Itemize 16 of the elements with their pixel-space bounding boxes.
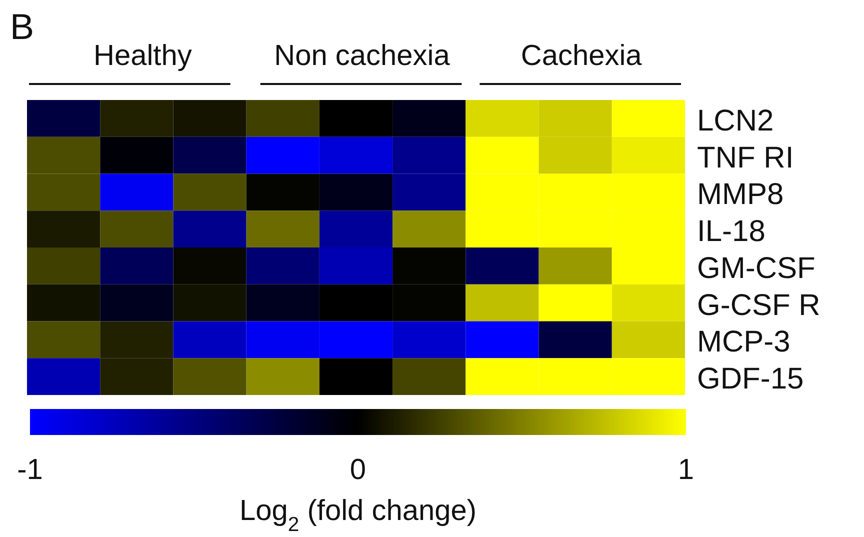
y-tick-label: G-CSF R (697, 288, 820, 322)
text: Cachexia (520, 40, 643, 72)
y-tick-label: MCP-3 (697, 325, 790, 358)
text: Non cachexia (274, 40, 451, 72)
color-bar-label: 1 (678, 454, 694, 486)
color-bar-label: -1 (17, 454, 43, 486)
y-tick-label: LCN2 (697, 104, 774, 137)
color-bar-label: 0 (350, 454, 366, 486)
y-tick-label: GM-CSF (697, 251, 816, 284)
y-tick-label: TNF RI (697, 140, 794, 174)
text: Healthy (94, 40, 192, 72)
y-tick-label: IL-18 (697, 214, 766, 248)
y-tick-label: GDF-15 (697, 362, 804, 396)
color-bar-title: Log$_{2}$ (fold change) (240, 495, 476, 536)
y-tick-label: MMP8 (697, 178, 784, 211)
chart-title: B (10, 6, 34, 47)
